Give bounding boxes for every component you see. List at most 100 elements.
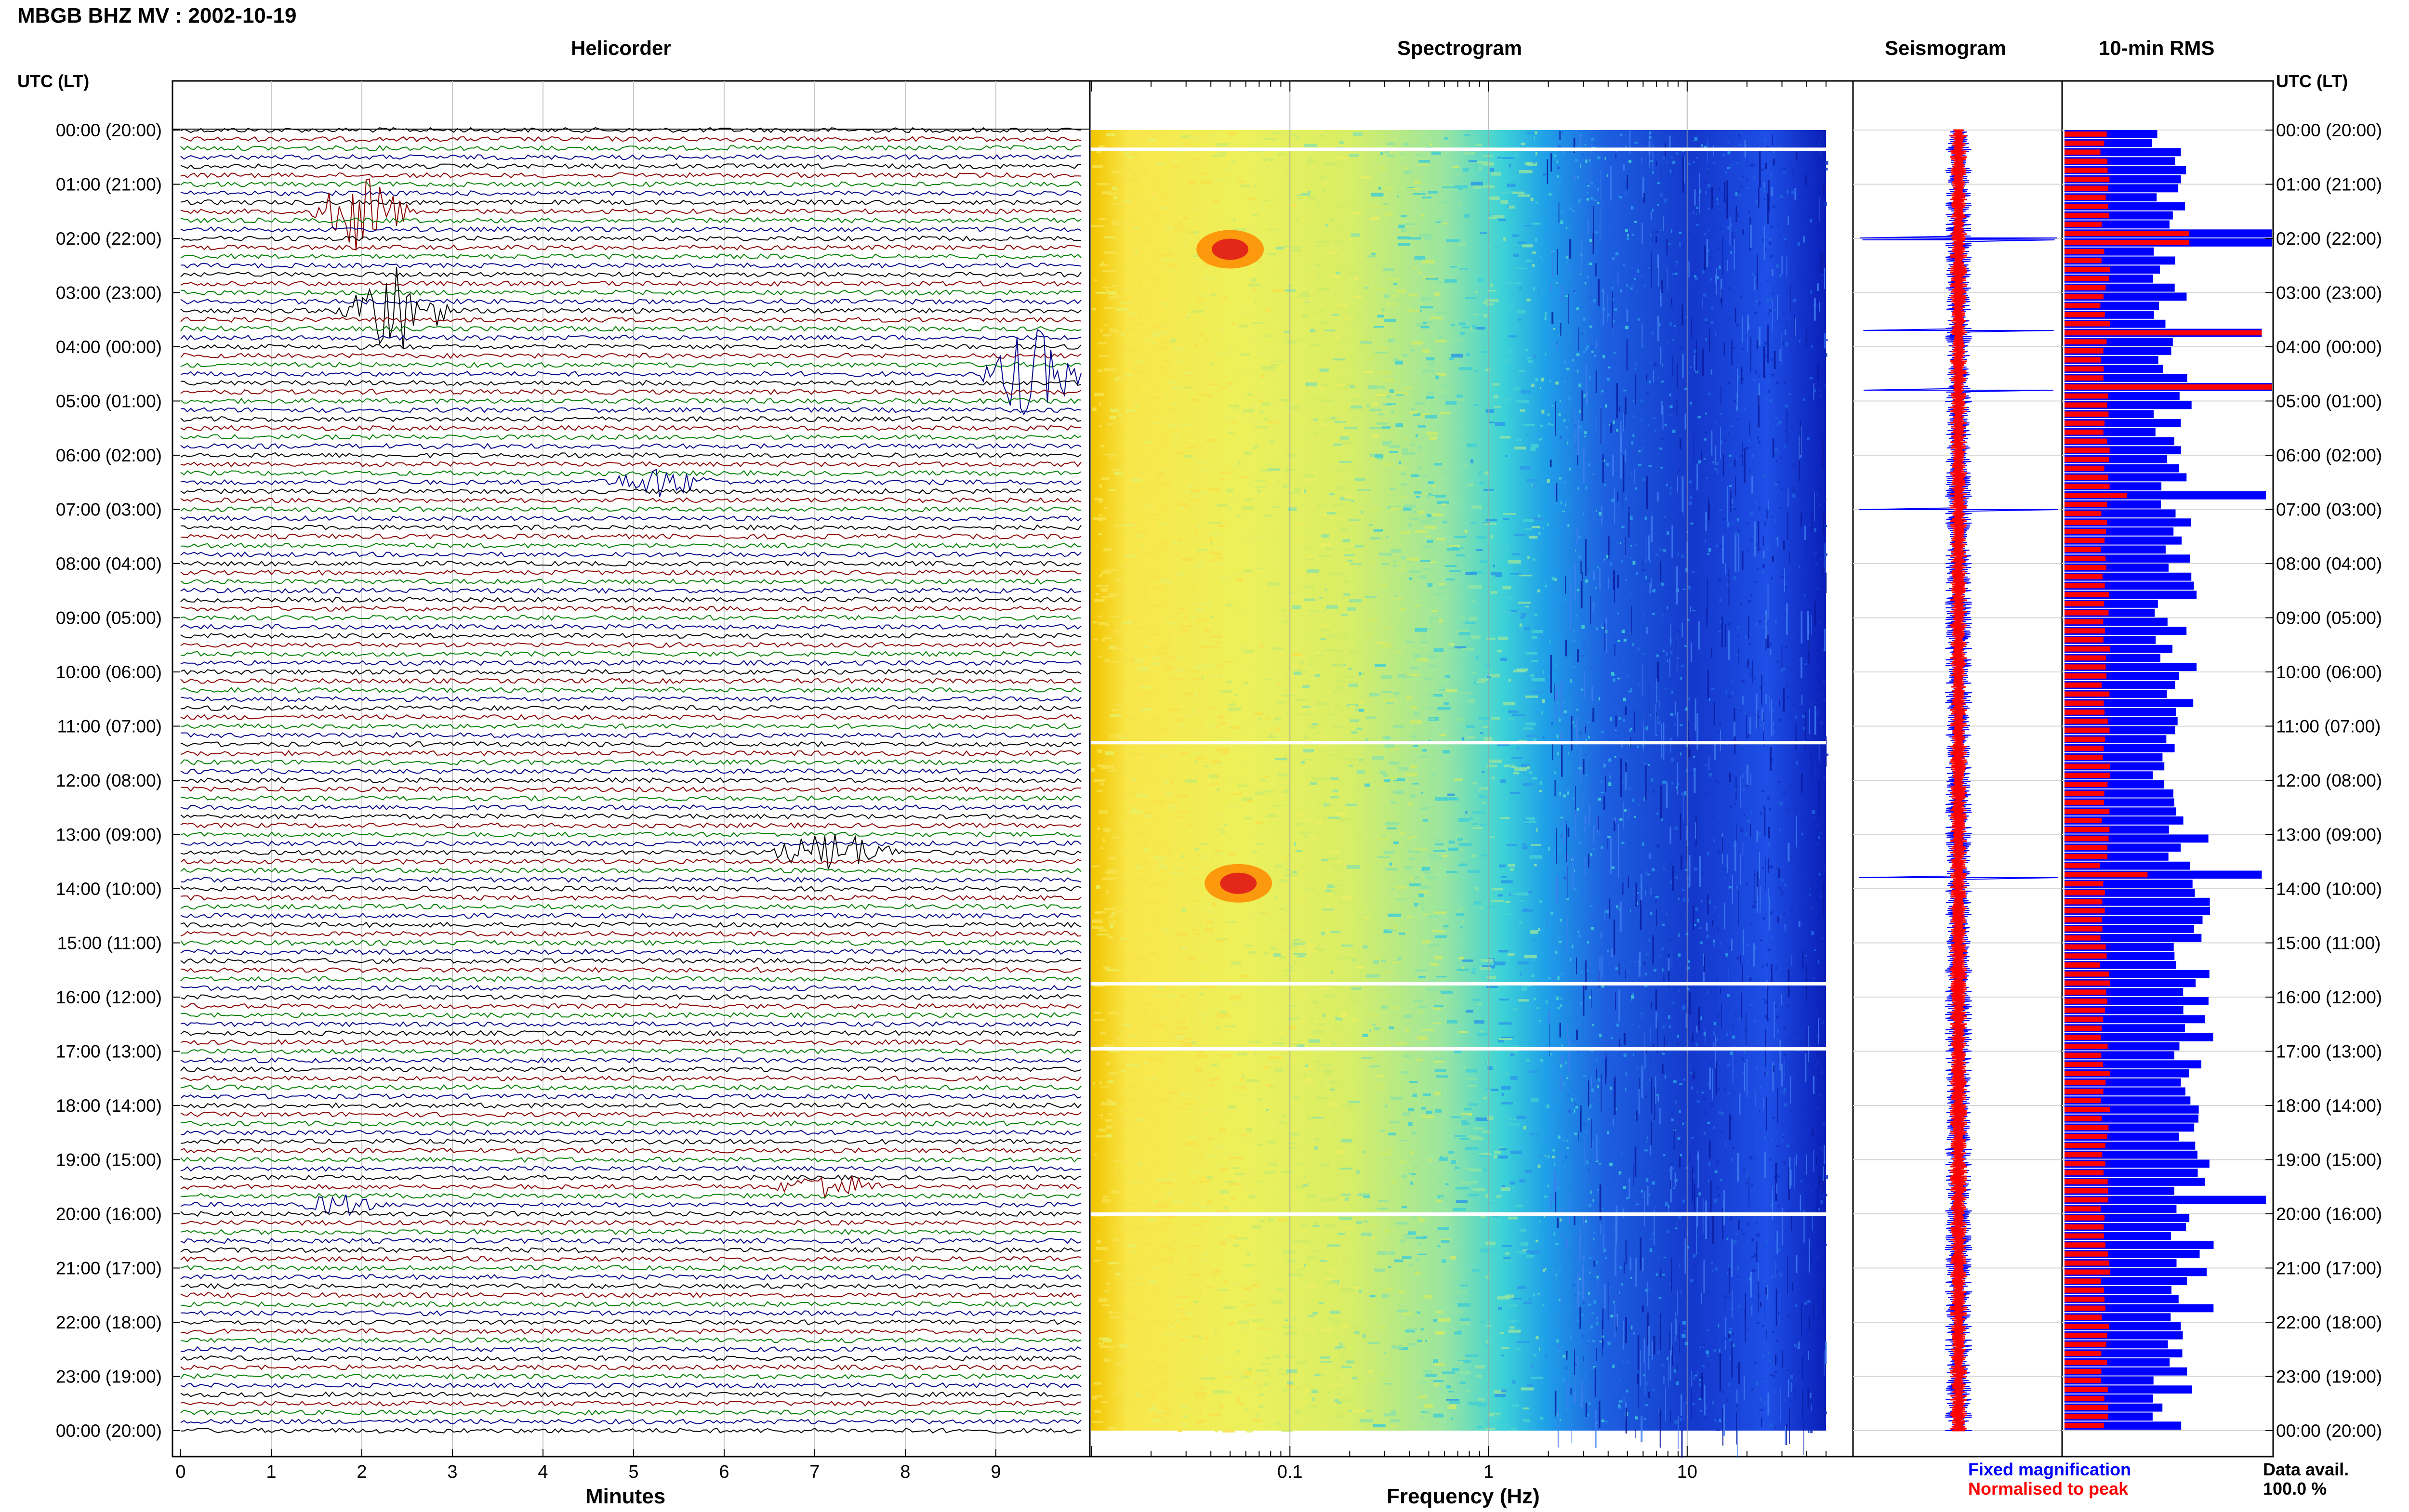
spectrogram-speckle — [1162, 347, 1169, 349]
spectrogram-speckle — [1152, 335, 1160, 337]
spectrogram-speckle — [1510, 893, 1520, 895]
spectrogram-speckle — [1524, 528, 1532, 530]
spectrogram-speckle — [1818, 873, 1821, 876]
spectrogram-speckle — [1675, 876, 1678, 879]
helicorder-x-tick-label: 8 — [900, 1462, 910, 1482]
spectrogram-speckle — [1464, 1107, 1472, 1111]
spectrogram-speckle — [1688, 501, 1692, 505]
spectrogram-speckle — [1418, 891, 1429, 893]
spectrogram-speckle — [1687, 585, 1691, 590]
spectrogram-speckle — [1808, 312, 1811, 314]
spectrogram-speckle — [1456, 834, 1459, 838]
spectrogram-speckle — [1798, 613, 1800, 617]
spectrogram-speckle — [1099, 810, 1108, 814]
spectrogram-speckle — [1631, 283, 1634, 287]
spectrogram-speckle — [1196, 1095, 1201, 1099]
spectrogram-speckle — [1174, 612, 1179, 614]
spectrogram-speckle — [1450, 266, 1457, 268]
spectrogram-speckle — [1166, 622, 1178, 625]
spectrogram-speckle — [1253, 322, 1266, 324]
spectrogram-speckle — [1197, 394, 1206, 395]
spectrogram-speckle — [1374, 386, 1386, 389]
spectrogram-speckle — [1769, 643, 1772, 646]
spectrogram-speckle — [1769, 1158, 1771, 1161]
spectrogram-speckle — [1750, 1004, 1753, 1006]
spectrogram-speckle — [1718, 188, 1721, 191]
spectrogram-speckle — [1783, 1399, 1786, 1401]
spectrogram-speckle — [1538, 436, 1540, 439]
spectrogram-speckle — [1234, 574, 1240, 577]
spectrogram-speckle — [1783, 168, 1786, 170]
spectrogram-speckle — [1366, 404, 1369, 408]
spectrogram-speckle — [1683, 1078, 1685, 1081]
spectrogram-speckle — [1334, 1320, 1340, 1324]
spectrogram-speckle — [1512, 553, 1520, 555]
spectrogram-speckle — [1370, 507, 1382, 511]
spectrogram-speckle — [1434, 592, 1444, 596]
spectrogram-speckle — [1248, 484, 1252, 486]
spectrogram-speckle — [1137, 1276, 1146, 1278]
spectrogram-speckle — [1504, 764, 1514, 768]
spectrogram-speckle — [1505, 901, 1510, 904]
spectrogram-speckle — [1118, 736, 1126, 739]
spectrogram-speckle — [1393, 156, 1396, 158]
spectrogram-speckle — [1586, 738, 1587, 742]
spectrogram-speckle — [1293, 538, 1299, 540]
spectrogram-speckle — [1370, 454, 1377, 457]
spectrogram-speckle — [1560, 1064, 1562, 1068]
spectrogram-speckle — [1654, 362, 1657, 367]
spectrogram-speckle — [1695, 991, 1697, 994]
spectrogram-speckle — [1802, 740, 1806, 742]
spectrogram-speckle — [1445, 1199, 1456, 1202]
spectrogram-speckle — [1386, 701, 1394, 704]
spectrogram-speckle — [1798, 1071, 1800, 1075]
spectrogram-speckle — [1459, 617, 1465, 619]
spectrogram-speckle — [1101, 261, 1104, 264]
spectrogram-speckle — [1161, 1381, 1167, 1385]
spectrogram-speckle — [1442, 186, 1455, 188]
spectrogram-speckle — [1195, 752, 1200, 754]
spectrogram-speckle — [1819, 1147, 1822, 1150]
spectrogram-speckle — [1707, 1121, 1710, 1124]
spectrogram-speckle — [1529, 1132, 1539, 1135]
spectrogram-speckle — [1586, 774, 1588, 776]
spectrogram-speckle — [1781, 879, 1784, 882]
spectrogram-speckle — [1630, 1023, 1633, 1026]
spectrogram-speckle — [1593, 394, 1595, 398]
spectrogram-speckle — [1406, 696, 1412, 700]
spectrogram-speckle — [1092, 865, 1100, 868]
spectrogram-speckle — [1489, 673, 1500, 678]
spectrogram-panel: 0.1 1 10 — [1089, 80, 1854, 1482]
spectrogram-speckle — [1333, 1120, 1337, 1123]
spectrogram-speckle — [1549, 1011, 1552, 1015]
spectrogram-speckle — [1107, 1426, 1117, 1431]
spectrogram-speckle — [1543, 1264, 1547, 1268]
spectrogram-speckle — [1804, 593, 1806, 597]
spectrogram-speckle — [1271, 289, 1284, 292]
spectrogram-speckle — [1199, 1220, 1210, 1222]
spectrogram-speckle — [1226, 387, 1235, 389]
spectrogram-speckle — [1818, 709, 1820, 712]
spectrogram-speckle — [1217, 504, 1228, 507]
spectrogram-speckle — [1823, 776, 1826, 778]
spectrogram-speckle — [1260, 469, 1272, 473]
spectrogram-speckle — [1414, 654, 1421, 658]
spectrogram-speckle — [1418, 1011, 1423, 1013]
spectrogram-speckle — [1307, 949, 1317, 952]
spectrogram-speckle — [1800, 176, 1802, 179]
spectrogram-speckle — [1652, 590, 1654, 592]
spectrogram-speckle — [1610, 1086, 1612, 1090]
spectrogram-speckle — [1439, 619, 1443, 623]
spectrogram-speckle — [1737, 518, 1739, 522]
spectrogram-speckle — [1262, 1227, 1270, 1231]
spectrogram-speckle — [1500, 615, 1508, 617]
spectrogram-speckle — [1716, 1162, 1719, 1165]
spectrogram-speckle — [1284, 469, 1297, 472]
spectrogram-speckle — [1130, 810, 1143, 814]
spectrogram-speckle — [1402, 564, 1405, 567]
spectrogram-speckle — [1396, 898, 1406, 900]
spectrogram-speckle — [1368, 524, 1373, 526]
spectrogram-speckle — [1488, 197, 1498, 199]
helicorder-trace — [180, 569, 1082, 576]
spectrogram-speckle — [1764, 521, 1766, 526]
